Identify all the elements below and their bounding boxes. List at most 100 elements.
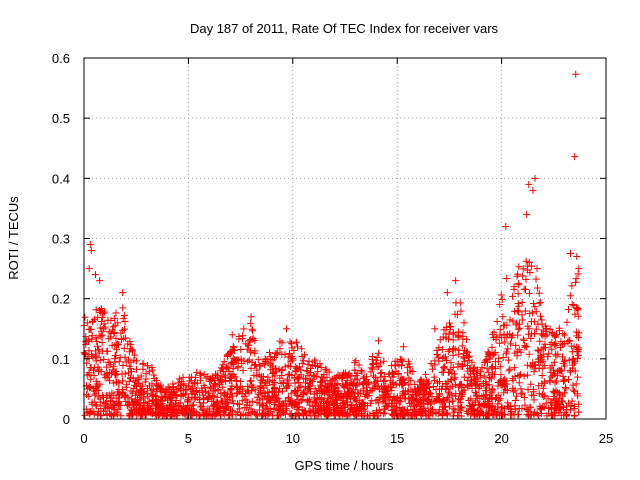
data-point: [290, 347, 298, 355]
data-point: [455, 346, 463, 354]
data-point: [320, 401, 328, 409]
data-point: [353, 381, 361, 389]
data-point: [143, 405, 151, 413]
data-point: [145, 397, 153, 405]
data-point: [133, 365, 141, 373]
data-point: [333, 373, 341, 381]
data-point: [119, 361, 127, 369]
y-tick-label: 0.4: [52, 171, 70, 186]
data-point: [127, 395, 135, 403]
data-point: [176, 399, 184, 407]
data-point: [277, 367, 285, 375]
data-point: [330, 400, 338, 408]
data-point: [200, 409, 208, 417]
data-point: [129, 411, 137, 419]
data-point: [286, 397, 294, 405]
data-point: [487, 403, 495, 411]
data-point: [411, 380, 419, 388]
data-point: [395, 403, 403, 411]
data-point: [182, 404, 190, 412]
data-point: [266, 349, 274, 357]
data-point: [563, 318, 571, 326]
data-point: [531, 364, 539, 372]
data-point: [235, 335, 243, 343]
data-point: [512, 321, 520, 329]
data-point: [514, 290, 522, 298]
data-point: [229, 372, 237, 380]
data-point: [81, 411, 89, 419]
data-point: [529, 186, 537, 194]
data-point: [574, 333, 582, 341]
data-point: [378, 369, 386, 377]
data-point: [497, 371, 505, 379]
data-point: [574, 373, 582, 381]
data-point: [127, 365, 135, 373]
data-point: [439, 408, 447, 416]
x-tick-label: 20: [494, 431, 508, 446]
data-point: [530, 385, 538, 393]
data-point: [487, 406, 495, 414]
data-point: [158, 407, 166, 415]
data-point: [509, 292, 517, 300]
data-point: [143, 385, 151, 393]
x-tick-label: 5: [185, 431, 192, 446]
data-point: [87, 325, 95, 333]
data-point: [574, 304, 582, 312]
data-point: [247, 377, 255, 385]
data-point: [255, 396, 263, 404]
data-point: [100, 320, 108, 328]
data-point: [446, 322, 454, 330]
data-point: [574, 270, 582, 278]
data-point: [381, 373, 389, 381]
data-point: [441, 364, 449, 372]
data-point: [216, 380, 224, 388]
y-tick-label: 0.6: [52, 51, 70, 66]
data-point: [86, 364, 94, 372]
data-point: [373, 363, 381, 371]
data-point: [575, 408, 583, 416]
data-point: [553, 395, 561, 403]
data-point: [454, 333, 462, 341]
data-point: [316, 378, 324, 386]
data-point: [376, 359, 384, 367]
data-point: [214, 399, 222, 407]
data-point: [341, 389, 349, 397]
data-point: [191, 379, 199, 387]
data-point: [464, 349, 472, 357]
data-point: [461, 386, 469, 394]
data-point: [375, 349, 383, 357]
data-point: [351, 366, 359, 374]
data-point: [246, 377, 254, 385]
data-point: [460, 354, 468, 362]
data-point: [82, 333, 90, 341]
data-point: [551, 404, 559, 412]
data-point: [129, 389, 137, 397]
data-point: [251, 336, 259, 344]
data-point: [97, 404, 105, 412]
data-point: [229, 342, 237, 350]
data-point: [191, 408, 199, 416]
data-point: [436, 391, 444, 399]
data-point: [232, 377, 240, 385]
data-point: [226, 406, 234, 414]
data-point: [525, 258, 533, 266]
data-point: [526, 310, 534, 318]
data-point: [116, 354, 124, 362]
data-point: [114, 399, 122, 407]
data-point: [523, 361, 531, 369]
data-point: [489, 351, 497, 359]
data-point: [270, 384, 278, 392]
data-point: [113, 378, 121, 386]
data-point: [144, 362, 152, 370]
data-point: [114, 341, 122, 349]
data-point: [540, 392, 548, 400]
data-point: [438, 345, 446, 353]
data-point: [223, 393, 231, 401]
data-point: [125, 369, 133, 377]
data-point: [561, 331, 569, 339]
data-point: [447, 359, 455, 367]
data-point: [484, 352, 492, 360]
data-point: [204, 389, 212, 397]
data-point: [463, 407, 471, 415]
data-point: [544, 353, 552, 361]
